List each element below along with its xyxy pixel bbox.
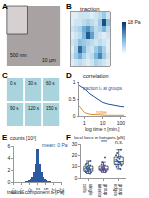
svg-text:30 s: 30 s bbox=[28, 81, 37, 86]
svg-text:500 nm: 500 nm bbox=[10, 52, 27, 58]
svg-text:6: 6 bbox=[7, 143, 10, 149]
svg-text:30: 30 bbox=[72, 141, 78, 147]
svg-text:2: 2 bbox=[7, 167, 10, 173]
svg-text:0: 0 bbox=[73, 113, 76, 119]
svg-text:singlecells: singlecells bbox=[82, 184, 93, 196]
svg-text:60 s: 60 s bbox=[46, 81, 55, 86]
svg-text:1: 1 bbox=[83, 120, 86, 126]
svg-text:0 s: 0 s bbox=[10, 81, 17, 86]
svg-text:-10: -10 bbox=[19, 188, 24, 195]
svg-text:B: B bbox=[66, 2, 72, 11]
svg-text:correlation: correlation bbox=[83, 73, 109, 79]
svg-text:groupedges: groupedges bbox=[113, 184, 124, 197]
svg-text:log time τ [min.]: log time τ [min.] bbox=[85, 126, 120, 132]
svg-text:C: C bbox=[2, 71, 8, 80]
svg-text:***: *** bbox=[101, 139, 107, 145]
svg-text:mean: 0 Pa: mean: 0 Pa bbox=[42, 142, 68, 148]
svg-text:0: 0 bbox=[7, 179, 10, 185]
svg-text:18 Pa: 18 Pa bbox=[128, 19, 141, 25]
svg-text:5: 5 bbox=[43, 188, 48, 191]
svg-text:-5: -5 bbox=[27, 188, 32, 192]
svg-text:100: 100 bbox=[117, 120, 126, 126]
svg-text:E: E bbox=[2, 133, 8, 142]
svg-text:local force in hotspots [pN]: local force in hotspots [pN] bbox=[74, 135, 125, 140]
svg-text:20: 20 bbox=[72, 152, 78, 158]
svg-text:120 s: 120 s bbox=[28, 106, 40, 111]
svg-text:counts [10³]: counts [10³] bbox=[10, 135, 37, 141]
svg-text:15: 15 bbox=[59, 188, 64, 194]
svg-text:D: D bbox=[66, 71, 72, 80]
svg-text:150 s: 150 s bbox=[46, 106, 58, 111]
svg-text:A: A bbox=[2, 2, 8, 11]
svg-text:traction tₛ at groups: traction tₛ at groups bbox=[83, 86, 123, 91]
svg-text:0.5: 0.5 bbox=[69, 96, 76, 102]
svg-text:0: 0 bbox=[74, 175, 77, 181]
svg-text:traction: traction bbox=[80, 6, 100, 12]
svg-text:4: 4 bbox=[7, 155, 10, 161]
svg-text:1: 1 bbox=[73, 79, 76, 85]
svg-text:10: 10 bbox=[51, 188, 56, 194]
svg-text:10 µm: 10 µm bbox=[42, 57, 56, 63]
svg-text:F: F bbox=[66, 133, 71, 142]
svg-text:n.s.: n.s. bbox=[115, 139, 123, 145]
svg-text:90 s: 90 s bbox=[10, 106, 19, 111]
svg-text:10: 10 bbox=[72, 163, 78, 169]
svg-text:traction component tₓ [Pa]: traction component tₓ [Pa] bbox=[7, 189, 65, 195]
svg-text:groupinterior: groupinterior bbox=[97, 184, 108, 198]
svg-text:-15: -15 bbox=[10, 188, 15, 195]
svg-text:0: 0 bbox=[35, 188, 40, 191]
svg-text:10: 10 bbox=[100, 120, 106, 126]
svg-text:noise: noise bbox=[96, 110, 107, 115]
